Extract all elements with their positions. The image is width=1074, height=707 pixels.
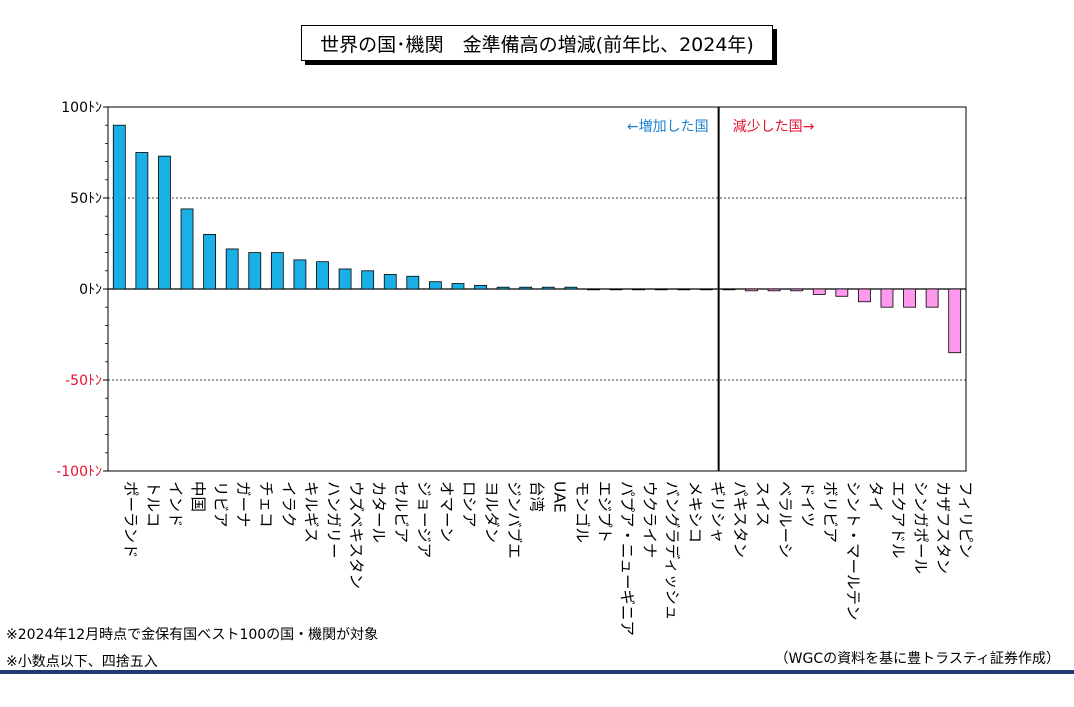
bar bbox=[496, 286, 510, 290]
x-category-label: トルコ bbox=[144, 481, 162, 527]
bar bbox=[135, 152, 149, 290]
bar bbox=[361, 270, 375, 290]
bar bbox=[158, 155, 171, 290]
x-category-label: インド bbox=[166, 481, 184, 528]
y-tick-label: -100ﾄﾝ bbox=[56, 464, 102, 480]
bar bbox=[722, 288, 736, 291]
bar bbox=[451, 283, 465, 290]
x-category-label: モンゴル bbox=[573, 481, 592, 543]
x-category-label: UAE bbox=[550, 481, 568, 513]
bar bbox=[632, 288, 646, 291]
bar bbox=[203, 233, 217, 290]
x-category-label: オマーン bbox=[437, 481, 455, 542]
x-category-label: パキスタン bbox=[731, 481, 749, 558]
bar bbox=[835, 288, 849, 297]
bar bbox=[406, 275, 420, 290]
footer-rule bbox=[0, 670, 1074, 674]
y-tick-label: 50ﾄﾝ bbox=[70, 191, 102, 207]
x-category-label: ポーランド bbox=[121, 481, 139, 559]
annotation-increase: ←増加した国 bbox=[627, 119, 709, 135]
annotation-decrease: 減少した国→ bbox=[733, 118, 815, 135]
bar bbox=[925, 288, 939, 308]
bar bbox=[112, 124, 126, 290]
x-category-label: ロシア bbox=[460, 481, 478, 528]
footnote-rounding: ※小数点以下、四捨五入 bbox=[6, 654, 158, 670]
x-category-label: フィリピン bbox=[957, 481, 975, 558]
x-category-label: ガーナ bbox=[234, 481, 252, 528]
x-category-label: スイス bbox=[754, 481, 772, 527]
bar bbox=[474, 284, 487, 290]
bar bbox=[270, 252, 284, 290]
bar bbox=[338, 268, 352, 290]
bar bbox=[587, 288, 600, 291]
bar bbox=[654, 288, 668, 291]
bar bbox=[699, 288, 713, 291]
bar bbox=[880, 288, 894, 308]
bar bbox=[790, 288, 804, 292]
x-category-label: パプア・ニューギニア bbox=[618, 481, 636, 636]
bar bbox=[564, 286, 578, 290]
bar bbox=[677, 288, 691, 291]
bar bbox=[541, 286, 555, 290]
x-category-label: キルギス bbox=[302, 481, 320, 543]
x-category-label: エクアドル bbox=[889, 481, 907, 559]
bar bbox=[225, 248, 239, 290]
x-category-label: リビア bbox=[212, 481, 230, 528]
x-category-label: ジョージア bbox=[415, 481, 433, 558]
bar bbox=[180, 208, 194, 290]
chart-title: 世界の国･機関 金準備高の増減(前年比、2024年) bbox=[301, 25, 773, 61]
y-tick-label: -50ﾄﾝ bbox=[65, 373, 102, 389]
bar bbox=[428, 281, 442, 290]
x-category-label: 中国 bbox=[189, 481, 207, 512]
bar bbox=[903, 288, 916, 308]
x-category-label: ハンガリー bbox=[325, 481, 343, 559]
bar bbox=[519, 286, 533, 290]
bar bbox=[383, 274, 397, 290]
x-category-label: シント・マールテン bbox=[844, 481, 862, 621]
x-category-label: ドイツ bbox=[799, 481, 817, 528]
x-category-label: 台湾 bbox=[528, 481, 546, 512]
bar bbox=[745, 288, 758, 292]
footnote-target: ※2024年12月時点で金保有国ベスト100の国・機関が対象 bbox=[6, 627, 379, 643]
x-category-label: カタール bbox=[370, 481, 388, 543]
y-tick-label: 100ﾄﾝ bbox=[61, 100, 102, 116]
x-category-label: バングラディッシュ bbox=[663, 481, 682, 620]
x-category-label: メキシコ bbox=[686, 481, 704, 543]
x-category-label: シンガポール bbox=[912, 481, 930, 574]
bar bbox=[857, 288, 871, 303]
y-tick-label: 0ﾄﾝ bbox=[79, 282, 102, 298]
source-credit: （WGCの資料を基に豊トラスティ証券作成） bbox=[774, 651, 1060, 667]
x-category-label: カザフスタン bbox=[934, 481, 952, 574]
bar bbox=[948, 288, 962, 354]
bar bbox=[812, 288, 826, 295]
x-category-label: イラク bbox=[279, 481, 297, 528]
bar bbox=[767, 288, 781, 292]
x-category-label: ギリシャ bbox=[708, 481, 726, 543]
x-category-label: ウクライナ bbox=[641, 481, 659, 558]
x-category-label: ボリビア bbox=[821, 481, 839, 543]
x-category-label: タイ bbox=[866, 481, 884, 512]
x-category-label: エジプト bbox=[595, 481, 613, 543]
x-category-label: ウズベキスタン bbox=[347, 481, 365, 589]
x-category-label: ベラルーシ bbox=[776, 481, 794, 558]
x-category-label: ヨルダン bbox=[483, 481, 501, 543]
bar bbox=[293, 259, 307, 290]
bar bbox=[609, 288, 623, 291]
x-category-label: チェコ bbox=[257, 481, 275, 528]
x-category-label: セルビア bbox=[392, 481, 410, 543]
bar bbox=[248, 252, 262, 290]
bar bbox=[316, 261, 329, 290]
x-category-label: ジンバブエ bbox=[505, 481, 524, 559]
